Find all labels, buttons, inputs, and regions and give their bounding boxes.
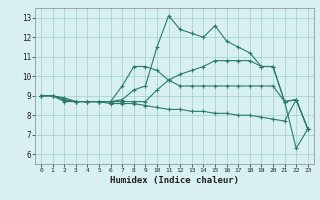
X-axis label: Humidex (Indice chaleur): Humidex (Indice chaleur) xyxy=(110,176,239,185)
